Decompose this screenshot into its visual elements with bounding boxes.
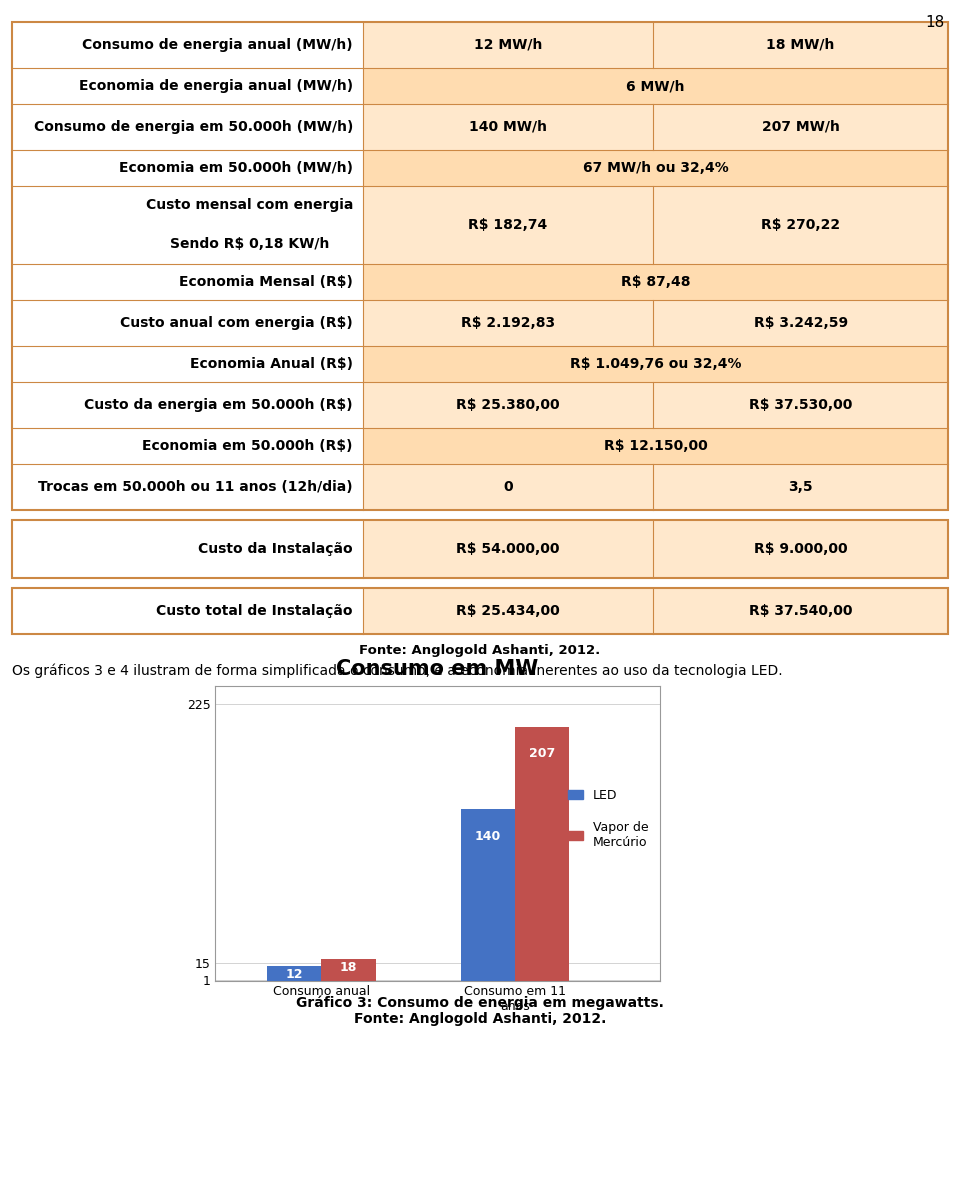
Bar bbox=[363, 104, 653, 150]
Bar bbox=[363, 464, 653, 510]
Bar bbox=[12, 346, 363, 382]
Bar bbox=[322, 959, 375, 981]
Text: 3,5: 3,5 bbox=[788, 480, 813, 494]
Text: 6 MW/h: 6 MW/h bbox=[626, 79, 684, 93]
Bar bbox=[12, 382, 363, 428]
Text: Economia de energia anual (MW/h): Economia de energia anual (MW/h) bbox=[79, 79, 353, 93]
Bar bbox=[363, 300, 653, 346]
Bar bbox=[653, 104, 948, 150]
Text: R$ 270,22: R$ 270,22 bbox=[761, 218, 840, 232]
Text: Consumo de energia anual (MW/h): Consumo de energia anual (MW/h) bbox=[83, 38, 353, 52]
Text: Trocas em 50.000h ou 11 anos (12h/dia): Trocas em 50.000h ou 11 anos (12h/dia) bbox=[38, 480, 353, 494]
Bar bbox=[653, 382, 948, 428]
Text: Economia em 50.000h (MW/h): Economia em 50.000h (MW/h) bbox=[119, 160, 353, 175]
Bar bbox=[363, 264, 948, 300]
Bar bbox=[461, 809, 515, 981]
Bar bbox=[12, 104, 363, 150]
Bar bbox=[363, 382, 653, 428]
Text: R$ 1.049,76 ou 32,4%: R$ 1.049,76 ou 32,4% bbox=[569, 358, 741, 371]
Bar bbox=[12, 588, 363, 634]
Text: R$ 2.192,83: R$ 2.192,83 bbox=[461, 316, 555, 330]
Text: Economia em 50.000h (R$): Economia em 50.000h (R$) bbox=[142, 439, 353, 453]
Bar bbox=[363, 588, 653, 634]
Text: R$ 25.380,00: R$ 25.380,00 bbox=[456, 398, 560, 412]
Text: 140 MW/h: 140 MW/h bbox=[469, 120, 547, 135]
Text: 12: 12 bbox=[285, 968, 303, 981]
Bar bbox=[12, 464, 363, 510]
Text: Custo da Instalação: Custo da Instalação bbox=[199, 542, 353, 556]
Bar bbox=[653, 300, 948, 346]
Text: 18: 18 bbox=[925, 15, 945, 30]
Text: Custo anual com energia (R$): Custo anual com energia (R$) bbox=[120, 316, 353, 330]
Bar bbox=[12, 588, 948, 634]
Bar bbox=[363, 186, 653, 264]
Text: Custo da energia em 50.000h (R$): Custo da energia em 50.000h (R$) bbox=[84, 398, 353, 412]
Text: Economia Mensal (R$): Economia Mensal (R$) bbox=[180, 275, 353, 289]
Text: 18: 18 bbox=[340, 961, 357, 974]
Text: R$ 25.434,00: R$ 25.434,00 bbox=[456, 604, 560, 618]
Bar bbox=[12, 186, 363, 264]
Bar bbox=[653, 588, 948, 634]
Bar bbox=[12, 520, 363, 578]
Bar bbox=[12, 22, 948, 510]
Text: Custo total de Instalação: Custo total de Instalação bbox=[156, 604, 353, 618]
Bar bbox=[12, 150, 363, 186]
Bar bbox=[653, 186, 948, 264]
Bar bbox=[515, 727, 569, 981]
Bar bbox=[363, 520, 653, 578]
Bar bbox=[653, 520, 948, 578]
Bar bbox=[363, 150, 948, 186]
Bar bbox=[363, 68, 948, 104]
Bar bbox=[12, 68, 363, 104]
Text: 207 MW/h: 207 MW/h bbox=[761, 120, 839, 135]
Title: Consumo em MW: Consumo em MW bbox=[336, 658, 539, 678]
Text: Fonte: Anglogold Ashanti, 2012.: Fonte: Anglogold Ashanti, 2012. bbox=[354, 1012, 606, 1025]
Text: 207: 207 bbox=[529, 747, 555, 760]
Text: Os gráficos 3 e 4 ilustram de forma simplificada o consumo, e a economia inerent: Os gráficos 3 e 4 ilustram de forma simp… bbox=[12, 664, 782, 678]
Text: R$ 54.000,00: R$ 54.000,00 bbox=[456, 542, 560, 556]
Text: R$ 12.150,00: R$ 12.150,00 bbox=[604, 439, 708, 453]
Bar bbox=[12, 428, 363, 464]
Bar bbox=[363, 346, 948, 382]
Text: 67 MW/h ou 32,4%: 67 MW/h ou 32,4% bbox=[583, 160, 729, 175]
Bar bbox=[12, 264, 363, 300]
Bar bbox=[653, 464, 948, 510]
Bar bbox=[363, 22, 653, 68]
Text: Economia Anual (R$): Economia Anual (R$) bbox=[190, 358, 353, 371]
Text: R$ 182,74: R$ 182,74 bbox=[468, 218, 548, 232]
Text: Custo mensal com energia

Sendo R$ 0,18 KW/h: Custo mensal com energia Sendo R$ 0,18 K… bbox=[146, 198, 353, 251]
Text: Consumo de energia em 50.000h (MW/h): Consumo de energia em 50.000h (MW/h) bbox=[34, 120, 353, 135]
Bar bbox=[12, 300, 363, 346]
Text: 18 MW/h: 18 MW/h bbox=[766, 38, 835, 52]
Bar bbox=[12, 22, 363, 68]
Text: R$ 3.242,59: R$ 3.242,59 bbox=[754, 316, 848, 330]
Text: R$ 87,48: R$ 87,48 bbox=[621, 275, 690, 289]
Bar bbox=[363, 428, 948, 464]
Legend: LED, Vapor de
Mercúrio: LED, Vapor de Mercúrio bbox=[564, 784, 654, 853]
Bar bbox=[267, 966, 322, 981]
Bar bbox=[12, 520, 948, 578]
Bar bbox=[653, 22, 948, 68]
Text: R$ 9.000,00: R$ 9.000,00 bbox=[754, 542, 848, 556]
Text: R$ 37.540,00: R$ 37.540,00 bbox=[749, 604, 852, 618]
Text: Gráfico 3: Consumo de energia em megawatts.: Gráfico 3: Consumo de energia em megawat… bbox=[296, 995, 664, 1010]
Text: 0: 0 bbox=[503, 480, 513, 494]
Text: 12 MW/h: 12 MW/h bbox=[474, 38, 542, 52]
Text: R$ 37.530,00: R$ 37.530,00 bbox=[749, 398, 852, 412]
Text: Fonte: Anglogold Ashanti, 2012.: Fonte: Anglogold Ashanti, 2012. bbox=[359, 644, 601, 657]
Text: 140: 140 bbox=[474, 830, 501, 843]
